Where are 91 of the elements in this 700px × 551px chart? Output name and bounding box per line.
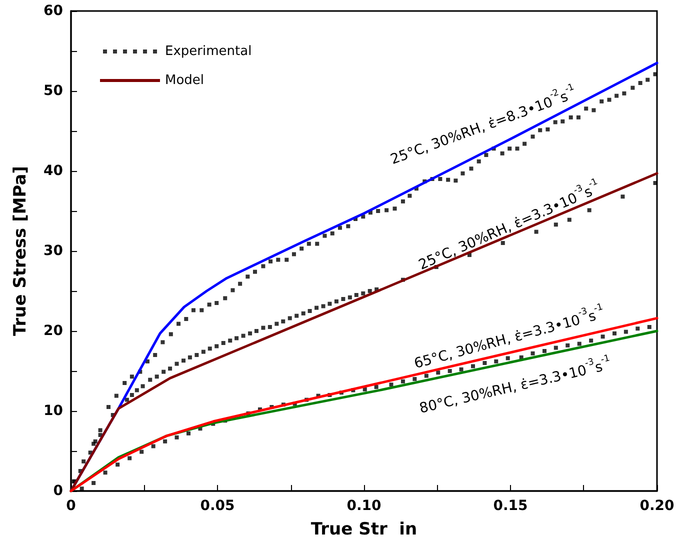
point — [424, 374, 428, 378]
point — [362, 387, 367, 392]
point — [587, 208, 592, 212]
point — [124, 398, 129, 402]
point — [647, 325, 652, 329]
point — [314, 306, 319, 310]
point — [268, 325, 272, 329]
y-tick-label: 20 — [44, 323, 64, 339]
point — [412, 377, 417, 381]
point — [334, 299, 338, 304]
x-tick-label: 0.15 — [493, 498, 528, 514]
point — [234, 336, 239, 340]
point — [174, 362, 179, 366]
point — [174, 435, 179, 440]
point — [261, 326, 266, 330]
y-tick-label: 60 — [44, 3, 64, 19]
point — [130, 393, 134, 397]
y-tick-label: 40 — [44, 163, 64, 179]
y-tick-label: 50 — [44, 83, 64, 99]
point — [620, 194, 625, 199]
point — [151, 444, 156, 448]
point — [328, 302, 332, 306]
point — [248, 331, 252, 336]
point — [134, 388, 139, 392]
point — [154, 374, 159, 379]
point — [600, 334, 605, 339]
point — [554, 346, 558, 350]
point — [128, 456, 132, 460]
point — [221, 341, 226, 345]
point — [530, 351, 535, 356]
point — [436, 370, 440, 375]
point — [208, 346, 212, 351]
point — [448, 369, 452, 373]
point — [341, 297, 346, 301]
x-tick-label: 0 — [66, 498, 76, 514]
point — [241, 334, 246, 338]
point — [168, 366, 172, 371]
x-tick-label: 0.10 — [346, 498, 382, 514]
point — [308, 309, 312, 313]
point — [148, 378, 152, 382]
point — [470, 364, 475, 368]
point — [354, 293, 358, 297]
y-tick-label: 30 — [44, 243, 64, 259]
point — [368, 289, 372, 293]
y-axis-title: True Stress [MPa] — [10, 166, 30, 336]
point — [459, 367, 464, 372]
point — [163, 439, 168, 444]
legend-label: Model — [165, 73, 204, 88]
point — [103, 470, 108, 475]
point — [301, 311, 306, 316]
point — [274, 322, 279, 326]
point — [214, 344, 219, 348]
point — [577, 342, 582, 346]
point — [140, 384, 145, 388]
x-tick-label: 0.20 — [640, 498, 675, 514]
point — [281, 319, 286, 324]
point — [201, 350, 206, 354]
point — [566, 343, 570, 348]
point — [188, 355, 192, 360]
point — [194, 353, 199, 357]
point — [93, 439, 98, 444]
point — [162, 370, 166, 374]
point — [348, 295, 352, 300]
point — [534, 230, 538, 234]
y-tick-label: 0 — [53, 483, 64, 499]
point — [400, 379, 405, 384]
point — [294, 314, 299, 318]
x-tick-label: 0.05 — [200, 498, 235, 514]
point — [228, 338, 232, 343]
point — [140, 450, 144, 454]
point — [254, 329, 258, 333]
point — [482, 361, 487, 365]
point — [92, 481, 96, 485]
point — [636, 326, 640, 331]
point — [374, 385, 378, 389]
point — [624, 330, 628, 334]
point — [612, 331, 617, 336]
point — [389, 382, 394, 387]
point — [542, 349, 546, 353]
y-tick-label: 10 — [44, 403, 64, 419]
point — [361, 291, 366, 296]
point — [321, 304, 326, 308]
point — [589, 338, 594, 343]
point — [186, 431, 190, 436]
legend-label: Experimental — [165, 44, 252, 59]
point — [288, 316, 292, 320]
point — [80, 486, 84, 491]
point — [116, 462, 120, 467]
point — [182, 358, 186, 363]
x-axis-title: True Str in — [310, 520, 418, 540]
point — [494, 359, 498, 364]
